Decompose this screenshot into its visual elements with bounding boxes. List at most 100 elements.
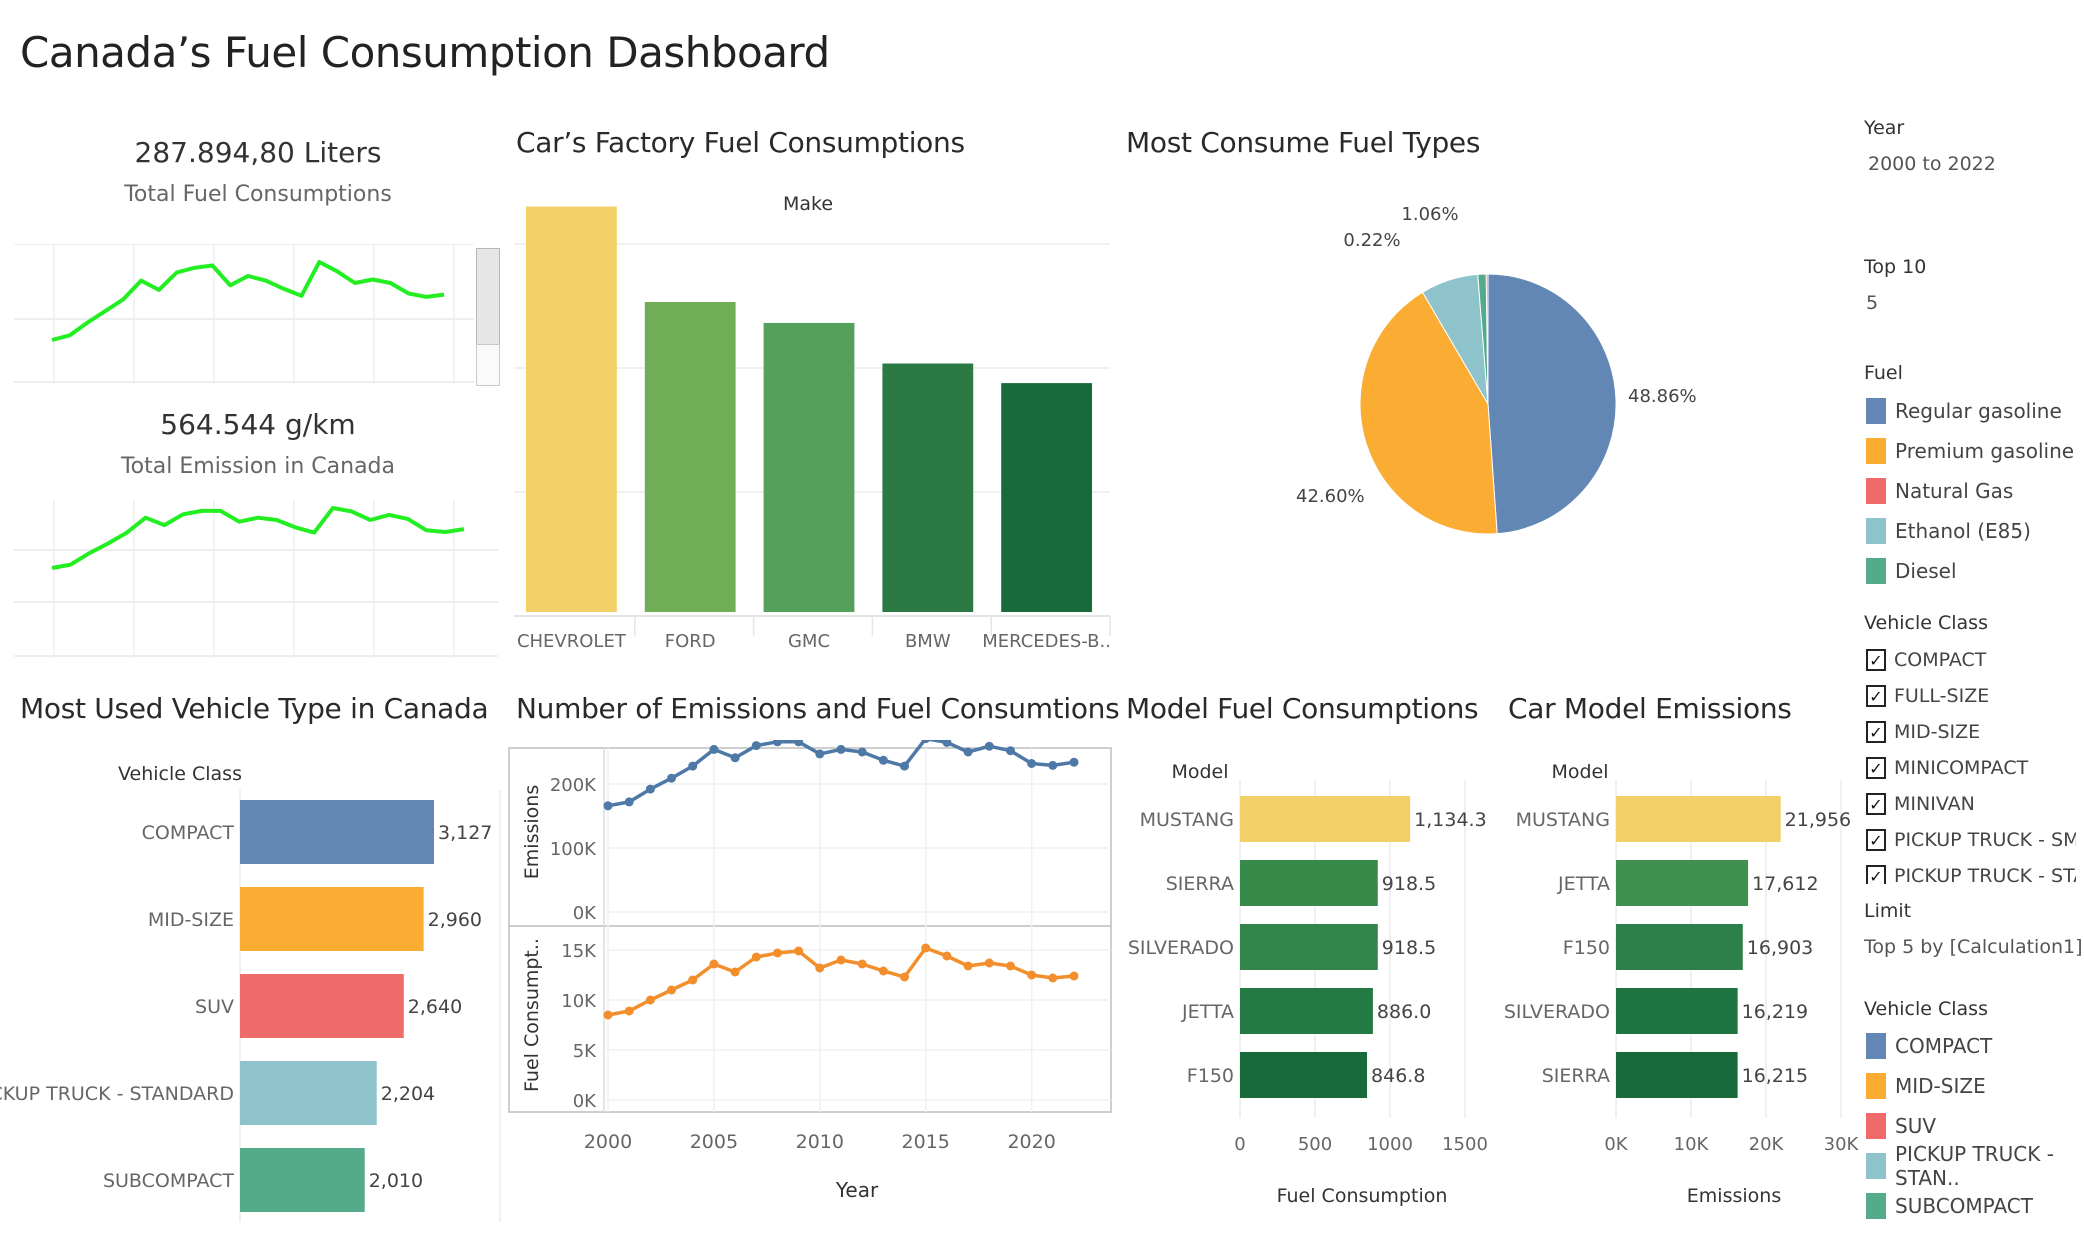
data-point bbox=[921, 943, 931, 953]
bar bbox=[1240, 924, 1378, 970]
class-filter-text: MINIVAN bbox=[1894, 793, 1975, 815]
x-axis-title: Make bbox=[783, 193, 833, 215]
bar bbox=[763, 322, 855, 612]
bar bbox=[1001, 383, 1092, 612]
class-legend-item[interactable]: COMPACT bbox=[1866, 1026, 2084, 1066]
data-point bbox=[624, 1006, 634, 1016]
pie-slice bbox=[1487, 273, 1617, 535]
data-point bbox=[1027, 759, 1037, 768]
class-legend-item[interactable]: PICKUP TRUCK - STAN.. bbox=[1866, 1142, 2084, 1190]
factory-bar-chart: Make CHEVROLET FORD GMC BMW MERCEDES-B.. bbox=[514, 193, 1111, 652]
class-filter-item[interactable]: ✓ COMPACT bbox=[1866, 642, 2076, 678]
kpi-emission-label: Total Emission in Canada bbox=[120, 454, 395, 479]
class-legend-item[interactable]: SUV bbox=[1866, 1106, 2084, 1146]
vehicle-class-filter-label: Vehicle Class bbox=[1864, 612, 1988, 634]
year-filter-value[interactable]: 2000 to 2022 bbox=[1868, 153, 1996, 175]
limit-label: Limit bbox=[1864, 900, 1912, 922]
x-tick-label: 20K bbox=[1749, 1134, 1785, 1155]
model-fuel-title: Model Fuel Consumptions bbox=[1126, 692, 1479, 725]
bar-data-label: 846.8 bbox=[1371, 1065, 1425, 1087]
bar-data-label: 16,903 bbox=[1747, 937, 1813, 959]
checkbox[interactable]: ✓ bbox=[1866, 829, 1886, 851]
emissions-fuel-title: Number of Emissions and Fuel Consumtions bbox=[516, 692, 1120, 725]
y-tick-label: MID-SIZE bbox=[148, 909, 234, 931]
data-point bbox=[603, 801, 613, 811]
class-legend-item[interactable]: SUBCOMPACT bbox=[1866, 1186, 2084, 1226]
kpi-scrollbar-track[interactable] bbox=[476, 344, 500, 386]
class-filter-text: PICKUP TRUCK - STAN.. bbox=[1894, 865, 2076, 884]
bar bbox=[526, 206, 617, 613]
bar-data-label: 16,215 bbox=[1742, 1065, 1808, 1087]
checkbox[interactable]: ✓ bbox=[1866, 757, 1886, 779]
checkbox[interactable]: ✓ bbox=[1866, 865, 1886, 884]
top-parameter-value[interactable]: 5 bbox=[1866, 292, 1879, 314]
class-filter-item[interactable]: ✓ MID-SIZE bbox=[1866, 714, 2076, 750]
class-filter-item[interactable]: ✓ PICKUP TRUCK - SMALL bbox=[1866, 822, 2076, 858]
data-point bbox=[1069, 757, 1079, 767]
class-legend-text: SUBCOMPACT bbox=[1895, 1194, 2033, 1218]
checkbox[interactable]: ✓ bbox=[1866, 649, 1886, 671]
legend-swatch bbox=[1866, 398, 1886, 424]
top-parameter-label: Top 10 bbox=[1864, 256, 1927, 278]
data-point bbox=[815, 963, 825, 973]
fuel-legend-item[interactable]: Diesel bbox=[1866, 551, 2074, 591]
y-tick-label: SUV bbox=[195, 996, 234, 1018]
emissions-fuel-line-chart: 0K 100K 200K Emissions 0K 5K 10K 15K Fuel Consum… bbox=[508, 740, 1112, 1202]
class-filter-text: FULL-SIZE bbox=[1894, 685, 1990, 707]
dashboard-title: Canada’s Fuel Consumption Dashboard bbox=[20, 28, 830, 77]
bar-data-label: 2,204 bbox=[381, 1083, 435, 1105]
legend-swatch bbox=[1866, 1113, 1886, 1139]
bar bbox=[1240, 796, 1411, 842]
data-point bbox=[751, 741, 761, 751]
data-point bbox=[921, 740, 930, 744]
kpi-scrollbar-thumb[interactable] bbox=[476, 248, 500, 346]
y-axis-title: Emissions bbox=[521, 785, 543, 879]
class-filter-item[interactable]: ✓ FULL-SIZE bbox=[1866, 678, 2076, 714]
bar bbox=[1616, 796, 1781, 842]
bar bbox=[1616, 860, 1749, 906]
kpi-fuel-value: 287.894,80 Liters bbox=[134, 136, 382, 169]
legend-swatch bbox=[1866, 1153, 1886, 1179]
legend-swatch bbox=[1866, 478, 1886, 504]
legend-swatch bbox=[1866, 518, 1886, 544]
checkbox[interactable]: ✓ bbox=[1866, 685, 1886, 707]
vehicle-type-title: Most Used Vehicle Type in Canada bbox=[20, 692, 489, 725]
factory-chart-title: Car’s Factory Fuel Consumptions bbox=[516, 126, 965, 159]
y-tick-label: 0K bbox=[573, 903, 597, 924]
bar bbox=[240, 1061, 377, 1125]
x-tick-label: 30K bbox=[1824, 1134, 1860, 1155]
data-point bbox=[1048, 973, 1058, 983]
bar-data-label: 2,640 bbox=[408, 996, 462, 1018]
data-point bbox=[645, 784, 655, 794]
fuel-legend-item[interactable]: Premium gasoline bbox=[1866, 431, 2074, 471]
x-tick-label: 2010 bbox=[796, 1131, 844, 1153]
fuel-legend-label: Fuel bbox=[1864, 362, 1903, 384]
class-filter-text: MINICOMPACT bbox=[1894, 757, 2029, 779]
fuel-legend-item[interactable]: Ethanol (E85) bbox=[1866, 511, 2074, 551]
x-tick-label: MERCEDES-B.. bbox=[982, 631, 1111, 652]
bar-data-label: 21,956 bbox=[1785, 809, 1851, 831]
x-tick-label: 1000 bbox=[1367, 1134, 1413, 1155]
y-tick-label: JETTA bbox=[1181, 1001, 1234, 1023]
class-legend-item[interactable]: MID-SIZE bbox=[1866, 1066, 2084, 1106]
fuel-legend-item[interactable]: Natural Gas bbox=[1866, 471, 2074, 511]
class-filter-item[interactable]: ✓ MINIVAN bbox=[1866, 786, 2076, 822]
data-point bbox=[878, 755, 888, 765]
y-axis-title: Model bbox=[1171, 761, 1228, 783]
year-filter-label: Year bbox=[1864, 117, 1905, 139]
bar-data-label: 17,612 bbox=[1752, 873, 1818, 895]
class-filter-item[interactable]: ✓ MINICOMPACT bbox=[1866, 750, 2076, 786]
y-tick-label: MUSTANG bbox=[1516, 809, 1610, 831]
bar bbox=[240, 800, 434, 864]
fuel-legend-item[interactable]: Regular gasoline bbox=[1866, 391, 2074, 431]
checkbox[interactable]: ✓ bbox=[1866, 793, 1886, 815]
checkbox[interactable]: ✓ bbox=[1866, 721, 1886, 743]
data-point bbox=[900, 972, 909, 982]
data-point bbox=[900, 761, 909, 771]
data-point bbox=[667, 985, 676, 995]
data-point bbox=[1048, 760, 1058, 770]
bar-data-label: 918.5 bbox=[1382, 937, 1436, 959]
class-filter-item[interactable]: ✓ PICKUP TRUCK - STAN.. bbox=[1866, 858, 2076, 884]
model-emissions-title: Car Model Emissions bbox=[1508, 692, 1792, 725]
y-tick-label: PICKUP TRUCK - STANDARD bbox=[0, 1083, 234, 1105]
